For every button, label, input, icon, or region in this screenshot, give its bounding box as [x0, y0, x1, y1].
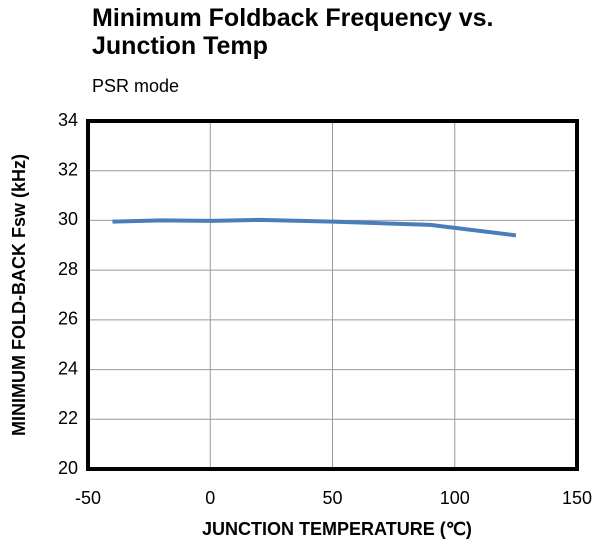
y-tick-label: 30 — [58, 209, 78, 229]
data-line — [112, 217, 517, 238]
y-tick-label: 32 — [58, 159, 78, 179]
x-tick-label: 100 — [440, 488, 470, 508]
x-axis-label: JUNCTION TEMPERATURE (℃) — [202, 519, 472, 539]
y-tick-label: 24 — [58, 358, 78, 378]
x-tick-label: 0 — [205, 488, 215, 508]
x-tick-label: -50 — [75, 488, 101, 508]
y-tick-label: 26 — [58, 309, 78, 329]
y-tick-label: 34 — [58, 110, 78, 130]
y-tick-label: 22 — [58, 408, 78, 428]
x-tick-label: 50 — [322, 488, 342, 508]
chart-subtitle: PSR mode — [92, 76, 180, 96]
chart-title: Minimum Foldback Frequency vs. Junction … — [92, 4, 494, 60]
plot-border — [86, 119, 579, 471]
x-tick-label: 150 — [562, 488, 592, 508]
y-tick-label: 28 — [58, 259, 78, 279]
y-tick-label: 20 — [58, 458, 78, 478]
y-axis-label: MINIMUM FOLD-BACK Fsw (kHz) — [9, 154, 29, 436]
